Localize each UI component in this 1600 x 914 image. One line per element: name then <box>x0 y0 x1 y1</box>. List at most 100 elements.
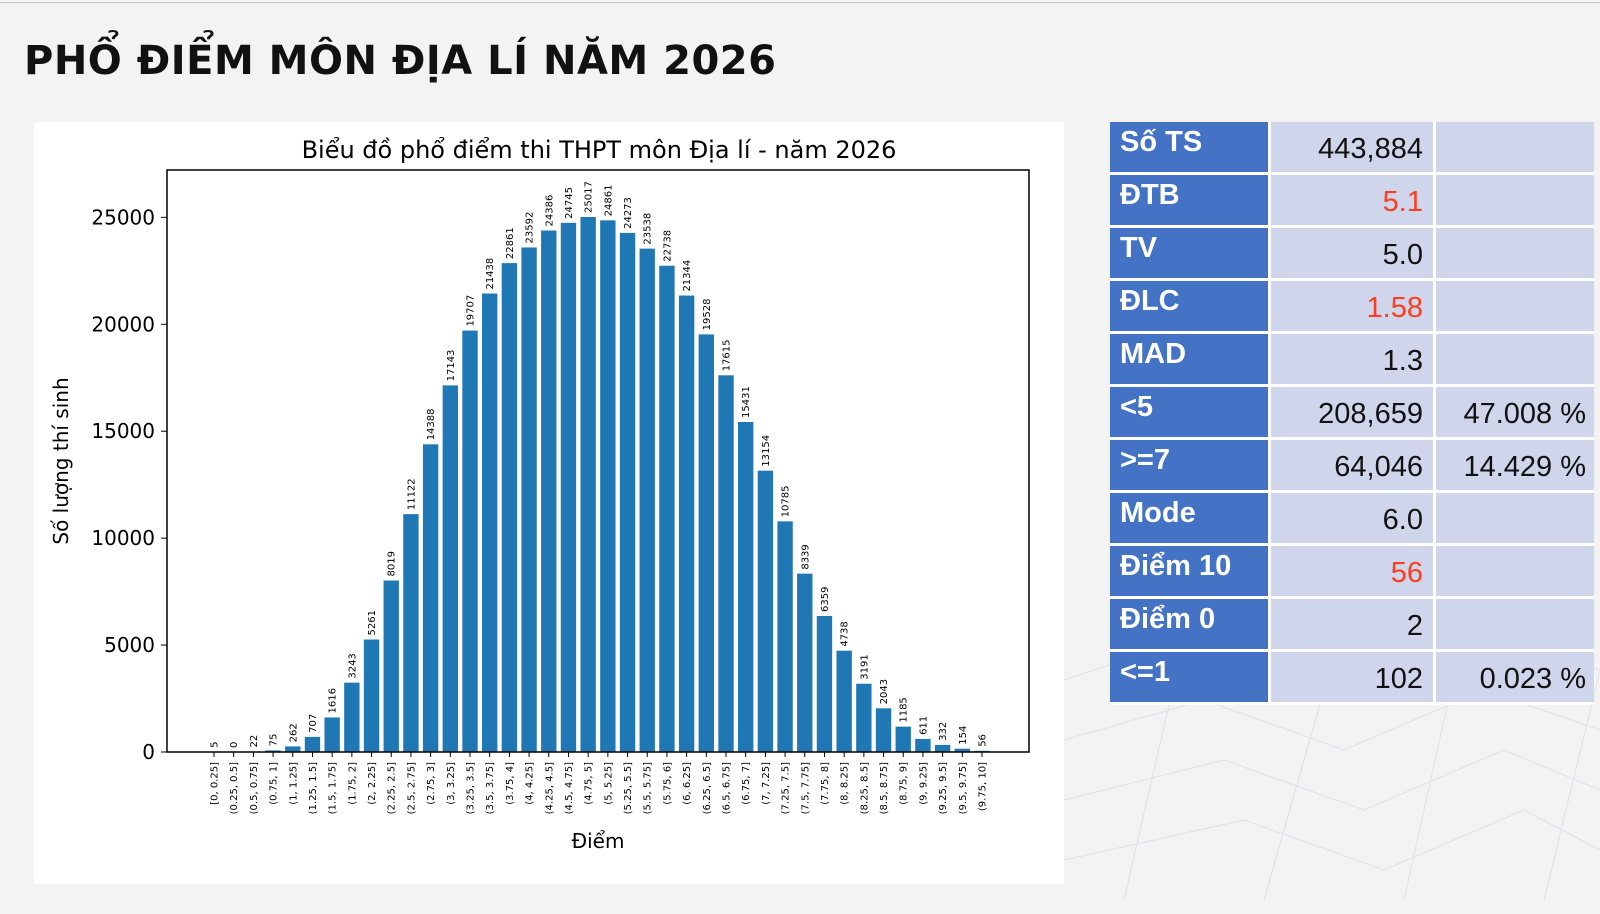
x-tick-label: (6, 6.25] <box>682 762 693 805</box>
stats-row: TV 5.0 <box>1110 228 1594 281</box>
bar-value-label: 5 <box>210 742 221 748</box>
stats-panel: Số TS 443,884 ĐTB 5.1 TV 5.0 ĐLC 1.58 MAD 1.3 <5 20… <box>1110 122 1594 705</box>
stat-value: 6.0 <box>1271 493 1436 546</box>
bar <box>777 521 793 752</box>
bar <box>285 746 301 752</box>
bar-value-label: 6359 <box>820 587 831 612</box>
bar-value-label: 21438 <box>485 258 496 290</box>
bar <box>462 330 478 752</box>
stat-label: >=7 <box>1110 440 1271 493</box>
x-axis-label: Điểm <box>572 829 625 853</box>
bar-value-label: 25017 <box>584 181 595 213</box>
stat-value: 102 <box>1271 652 1436 705</box>
bar-value-label: 56 <box>978 734 989 747</box>
stats-row: ĐTB 5.1 <box>1110 175 1594 228</box>
histogram-chart: Biểu đồ phổ điểm thi THPT môn Địa lí - n… <box>49 136 1030 853</box>
bar-value-label: 611 <box>918 716 929 735</box>
bar <box>639 248 655 752</box>
bar-value-label: 1616 <box>328 688 339 713</box>
bar <box>600 220 616 753</box>
bar <box>560 222 577 752</box>
bar-value-label: 19707 <box>466 295 477 327</box>
bar <box>619 232 636 752</box>
x-tick-label: (0.25, 0.5] <box>229 762 240 814</box>
bar <box>304 736 321 752</box>
bar-value-label: 14388 <box>426 408 437 440</box>
chart-title: Biểu đồ phổ điểm thi THPT môn Địa lí - n… <box>302 136 897 164</box>
stat-percent <box>1436 228 1594 281</box>
x-tick-label: (7, 7.25] <box>761 762 772 805</box>
y-tick-labels: 0 5000 10000 15000 20000 25000 <box>91 205 167 764</box>
chart-panel: Biểu đồ phổ điểm thi THPT môn Địa lí - n… <box>34 122 1064 884</box>
bar <box>403 514 419 752</box>
stat-value: 2 <box>1271 599 1436 652</box>
x-tick-label: (2.5, 2.75] <box>406 762 417 814</box>
x-tick-label: [0, 0.25] <box>210 762 221 805</box>
stats-row: <=1 102 0.023 % <box>1110 652 1594 705</box>
bar <box>659 265 675 752</box>
bar <box>344 682 360 752</box>
x-tick-label: (9.75, 10] <box>978 762 989 811</box>
stat-label: Điểm 0 <box>1110 599 1271 652</box>
stat-percent: 0.023 % <box>1436 652 1594 705</box>
x-tick-label: (9.25, 9.5] <box>938 762 949 814</box>
bar-value-label: 4738 <box>840 621 851 646</box>
stat-value: 443,884 <box>1271 122 1436 175</box>
stat-label: Mode <box>1110 493 1271 546</box>
x-tick-label: (8, 8.25] <box>840 762 851 805</box>
bar <box>521 247 537 752</box>
stat-value: 56 <box>1271 546 1436 599</box>
stats-row: >=7 64,046 14.429 % <box>1110 440 1594 493</box>
stat-label: Số TS <box>1110 122 1271 175</box>
x-tick-label: (2.25, 2.5] <box>387 762 398 814</box>
stat-label: ĐLC <box>1110 281 1271 334</box>
bar <box>265 750 281 752</box>
x-tick-label: (0.5, 0.75] <box>249 762 260 814</box>
x-tick-label: (3.75, 4] <box>505 762 516 805</box>
x-tick-label: (2.75, 3] <box>426 762 437 805</box>
bar <box>442 385 458 752</box>
bar-value-label: 24745 <box>564 187 575 219</box>
stat-percent <box>1436 546 1594 599</box>
bar <box>678 295 695 752</box>
x-tick-label: (6.25, 6.5] <box>702 762 713 814</box>
bar-value-label: 707 <box>308 714 319 733</box>
x-tick-label: (9, 9.25] <box>918 762 929 805</box>
x-tick-label: (2, 2.25] <box>367 762 378 805</box>
bar-value-label: 24386 <box>544 195 555 227</box>
bar <box>895 726 911 752</box>
stat-percent <box>1436 281 1594 334</box>
stats-row: Mode 6.0 <box>1110 493 1594 546</box>
x-tick-label: (5.5, 5.75] <box>643 762 654 814</box>
stat-value: 5.1 <box>1271 175 1436 228</box>
bar <box>363 639 380 752</box>
stat-percent <box>1436 493 1594 546</box>
x-tick-label: (5, 5.25] <box>603 762 614 805</box>
bar-value-label: 23592 <box>525 212 536 244</box>
bar <box>934 744 951 752</box>
x-tick-label: (7.25, 7.5] <box>781 762 792 814</box>
x-tick-label: (7.75, 8] <box>820 762 831 805</box>
stat-label: MAD <box>1110 334 1271 387</box>
bar-value-label: 24861 <box>603 185 614 217</box>
bar-value-label: 15431 <box>741 386 752 418</box>
stats-row: Số TS 443,884 <box>1110 122 1594 175</box>
y-tick-label: 5000 <box>104 633 155 657</box>
bar <box>482 293 498 752</box>
bar <box>757 470 774 752</box>
stat-label: <5 <box>1110 387 1271 440</box>
bar <box>541 230 557 752</box>
bar <box>580 217 596 752</box>
bars-layer: 5 0 22 75 262 707 1616 3243 5261 8019 11122 14388 17… <box>206 181 990 753</box>
x-tick-label: (5.75, 6] <box>662 762 673 805</box>
stat-percent <box>1436 334 1594 387</box>
bar <box>856 683 872 752</box>
bar-value-label: 21344 <box>682 260 693 292</box>
stat-percent <box>1436 175 1594 228</box>
x-tick-label: (7.5, 7.75] <box>800 762 811 814</box>
x-tick-label: (8.25, 8.5] <box>859 762 870 814</box>
bar-value-label: 8339 <box>800 544 811 569</box>
stat-value: 5.0 <box>1271 228 1436 281</box>
top-rule <box>0 2 1600 3</box>
stat-percent: 47.008 % <box>1436 387 1594 440</box>
